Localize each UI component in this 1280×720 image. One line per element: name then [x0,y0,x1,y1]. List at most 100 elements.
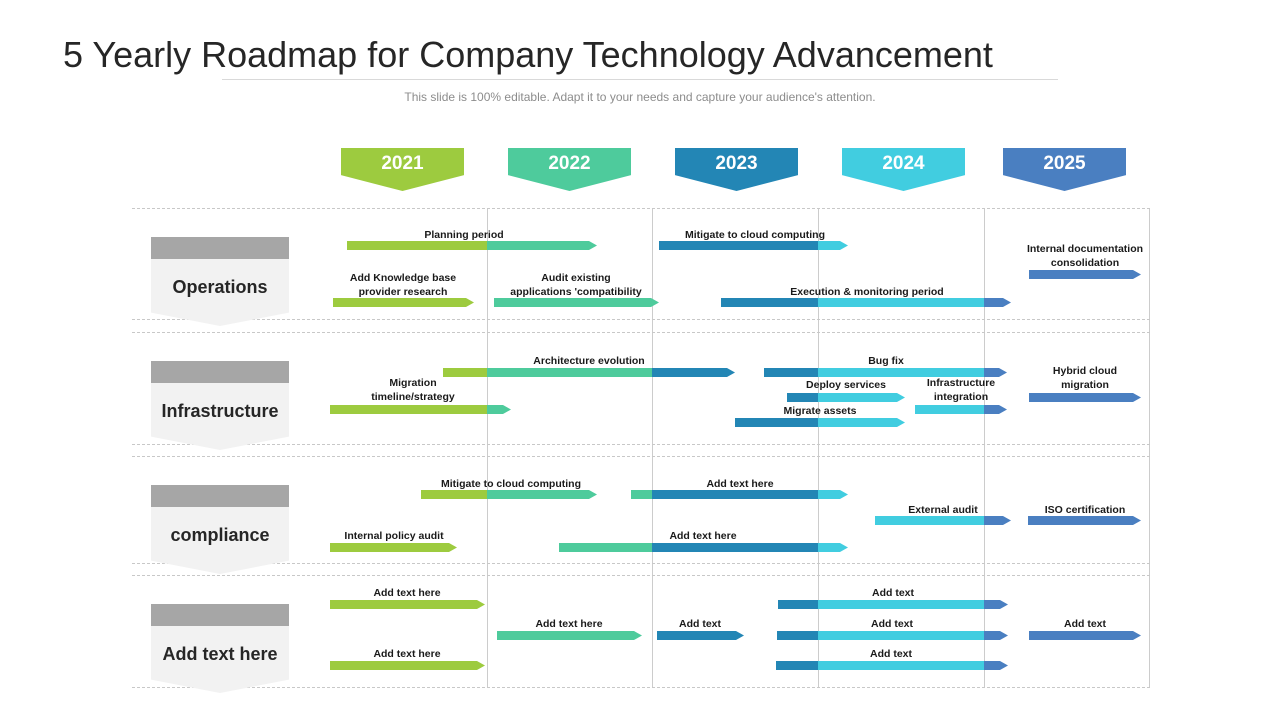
row-divider [132,575,1150,576]
timeline-bar-segment [1029,631,1133,640]
row-label-add-text: Add text here [151,604,289,693]
timeline-bar-segment [818,661,984,670]
task-label: Mitigate to cloud computing [685,229,825,241]
timeline-bar-arrowhead [999,405,1007,414]
row-divider [132,444,1150,445]
timeline-bar [421,490,597,499]
timeline-bar-segment [333,298,466,307]
timeline-bar-segment [330,600,477,609]
timeline-bar-segment [330,661,477,670]
page-subtitle: This slide is 100% editable. Adapt it to… [404,90,876,104]
timeline-bar-segment [1028,516,1133,525]
timeline-bar-segment [487,490,589,499]
timeline-bar [330,405,511,414]
timeline-bar [1029,631,1141,640]
row-label-operations: Operations [151,237,289,326]
year-header-2024: 2024 [842,148,965,191]
timeline-bar-segment [984,298,1003,307]
row-label-text: Add text here [151,626,289,693]
timeline-bar-segment [984,661,1000,670]
timeline-bar-arrowhead [1133,393,1141,402]
timeline-bar-segment [818,368,984,377]
year-header-2025: 2025 [1003,148,1126,191]
row-divider [132,332,1150,333]
row-label-cap [151,485,289,507]
timeline-bar [559,543,848,552]
year-divider [652,208,653,688]
timeline-bar-segment [497,631,634,640]
timeline-bar-segment [652,490,818,499]
task-label: External audit [908,504,978,516]
timeline-bar-arrowhead [736,631,744,640]
timeline-bar-arrowhead [589,490,597,499]
timeline-bar-segment [1029,270,1133,279]
year-divider [1149,208,1150,688]
task-label: Mitigate to cloud computing [441,478,581,490]
timeline-bar-segment [776,661,818,670]
row-label-cap [151,237,289,259]
task-label: Architecture evolution [533,355,645,367]
timeline-bar-segment [818,418,897,427]
timeline-bar-arrowhead [1133,631,1141,640]
timeline-bar-segment [787,393,818,402]
timeline-bar-segment [421,490,487,499]
timeline-bar-segment [330,543,449,552]
task-label: Add text [679,618,721,630]
timeline-bar-segment [915,405,984,414]
task-label: Add Knowledge base provider research [349,272,457,298]
timeline-bar-arrowhead [477,600,485,609]
timeline-bar [735,418,905,427]
timeline-bar-arrowhead [503,405,511,414]
timeline-bar-segment [657,631,736,640]
task-label: Audit existing applications 'compatibili… [510,272,642,298]
timeline-bar [1029,270,1141,279]
timeline-bar [631,490,848,499]
timeline-bar [787,393,905,402]
timeline-bar-arrowhead [897,393,905,402]
timeline-bar [443,368,735,377]
timeline-bar-arrowhead [589,241,597,250]
timeline-bar-segment [818,298,984,307]
timeline-bar-segment [631,490,652,499]
row-label-cap [151,604,289,626]
timeline-bar-segment [652,368,727,377]
timeline-bar [330,543,457,552]
timeline-bar [915,405,1007,414]
timeline-bar [497,631,642,640]
timeline-bar [1029,393,1141,402]
timeline-bar-segment [347,241,487,250]
title-divider [222,79,1058,80]
task-label: Hybrid cloud migration [1052,365,1118,391]
year-header-2021: 2021 [341,148,464,191]
row-label-infrastructure: Infrastructure [151,361,289,450]
timeline-bar-arrowhead [840,241,848,250]
timeline-bar [657,631,744,640]
year-divider [487,208,488,688]
task-label: Migration timeline/strategy [371,377,455,403]
timeline-bar-arrowhead [1133,270,1141,279]
timeline-bar [776,661,1008,670]
task-label: Planning period [424,229,504,241]
timeline-bar [875,516,1011,525]
timeline-bar-segment [818,393,897,402]
task-label: Add text here [535,618,603,630]
task-label: Internal policy audit [344,530,444,542]
task-label: Add text [872,587,914,599]
timeline-bar-arrowhead [1000,661,1008,670]
row-divider [132,208,1150,209]
timeline-bar-segment [818,600,984,609]
timeline-bar-arrowhead [1000,600,1008,609]
task-label: Bug fix [868,355,904,367]
timeline-bar-segment [818,631,984,640]
year-header-2023: 2023 [675,148,798,191]
row-label-cap [151,361,289,383]
task-label: Add text [1064,618,1106,630]
timeline-bar-arrowhead [449,543,457,552]
page-title: 5 Yearly Roadmap for Company Technology … [63,34,993,75]
task-label: Add text [870,648,912,660]
timeline-bar-segment [778,600,818,609]
timeline-bar-arrowhead [1003,516,1011,525]
timeline-bar [333,298,474,307]
year-divider [818,208,819,688]
timeline-bar-arrowhead [1133,516,1141,525]
